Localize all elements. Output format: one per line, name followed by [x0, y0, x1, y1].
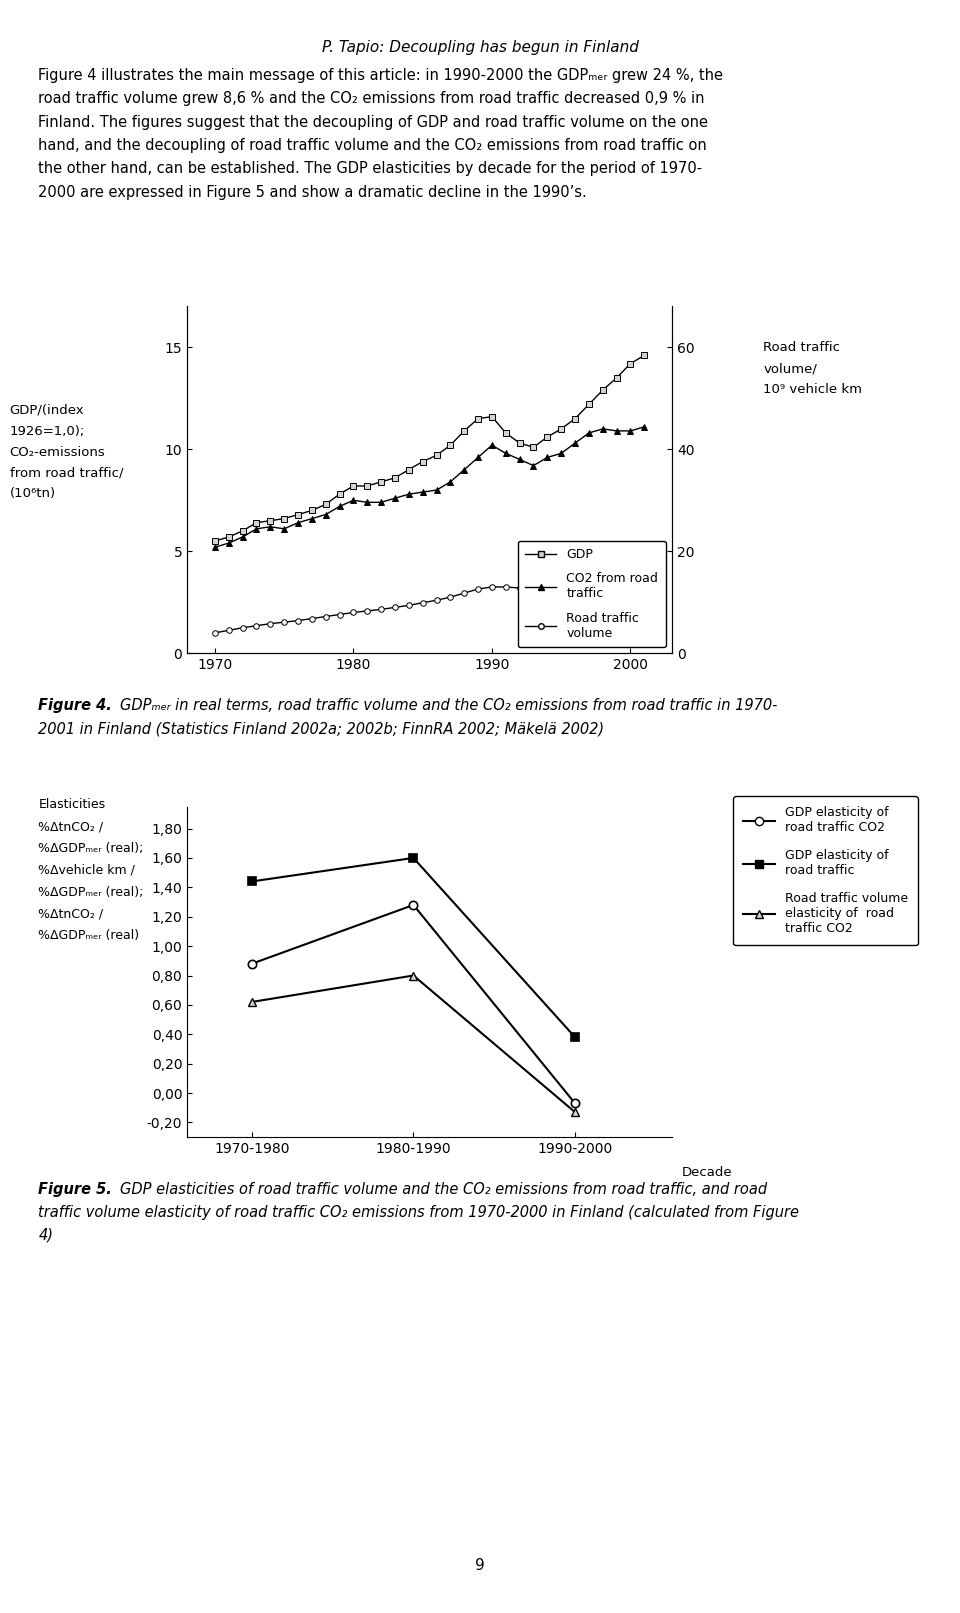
- Text: 4): 4): [38, 1227, 54, 1242]
- Text: GDP elasticities of road traffic volume and the CO₂ emissions from road traffic,: GDP elasticities of road traffic volume …: [120, 1182, 767, 1197]
- Text: Road traffic: Road traffic: [763, 342, 840, 355]
- Text: GDP/(index: GDP/(index: [10, 403, 84, 416]
- Text: P. Tapio: Decoupling has begun in Finland: P. Tapio: Decoupling has begun in Finlan…: [322, 40, 638, 55]
- Text: 2000 are expressed in Figure 5 and show a dramatic decline in the 1990’s.: 2000 are expressed in Figure 5 and show …: [38, 185, 588, 200]
- Text: 10⁹ vehicle km: 10⁹ vehicle km: [763, 384, 862, 397]
- Text: Figure 4.: Figure 4.: [38, 698, 112, 713]
- Text: GDPₘₑᵣ in real terms, road traffic volume and the CO₂ emissions from road traffi: GDPₘₑᵣ in real terms, road traffic volum…: [120, 698, 778, 713]
- Text: traffic volume elasticity of road traffic CO₂ emissions from 1970-2000 in Finlan: traffic volume elasticity of road traffi…: [38, 1205, 800, 1219]
- Text: CO₂-emissions: CO₂-emissions: [10, 445, 106, 458]
- Text: volume/: volume/: [763, 363, 817, 376]
- Text: Finland. The figures suggest that the decoupling of GDP and road traffic volume : Finland. The figures suggest that the de…: [38, 115, 708, 129]
- Text: Elasticities: Elasticities: [38, 798, 106, 811]
- Text: (10⁶tn): (10⁶tn): [10, 487, 56, 500]
- Text: 2001 in Finland (Statistics Finland 2002a; 2002b; FinnRA 2002; Mäkelä 2002): 2001 in Finland (Statistics Finland 2002…: [38, 721, 605, 736]
- Text: the other hand, can be established. The GDP elasticities by decade for the perio: the other hand, can be established. The …: [38, 161, 703, 176]
- Text: %Δvehicle km /: %Δvehicle km /: [38, 865, 135, 877]
- Legend: GDP elasticity of
road traffic CO2, GDP elasticity of
road traffic, Road traffic: GDP elasticity of road traffic CO2, GDP …: [733, 797, 918, 945]
- Legend: GDP, CO2 from road
traffic, Road traffic
volume: GDP, CO2 from road traffic, Road traffic…: [517, 540, 665, 647]
- Text: 1926=1,0);: 1926=1,0);: [10, 424, 84, 437]
- Text: %ΔGDPₘₑᵣ (real): %ΔGDPₘₑᵣ (real): [38, 929, 139, 942]
- Text: 9: 9: [475, 1558, 485, 1573]
- Text: %ΔtnCO₂ /: %ΔtnCO₂ /: [38, 907, 104, 921]
- Text: Figure 4 illustrates the main message of this article: in 1990-2000 the GDPₘₑᵣ g: Figure 4 illustrates the main message of…: [38, 68, 724, 82]
- Text: Figure 5.: Figure 5.: [38, 1182, 112, 1197]
- Text: from road traffic/: from road traffic/: [10, 466, 123, 479]
- Text: road traffic volume grew 8,6 % and the CO₂ emissions from road traffic decreased: road traffic volume grew 8,6 % and the C…: [38, 90, 705, 106]
- Text: hand, and the decoupling of road traffic volume and the CO₂ emissions from road : hand, and the decoupling of road traffic…: [38, 139, 708, 153]
- Text: Decade: Decade: [682, 1166, 732, 1179]
- Text: %ΔGDPₘₑᵣ (real);: %ΔGDPₘₑᵣ (real);: [38, 886, 144, 898]
- Text: %ΔtnCO₂ /: %ΔtnCO₂ /: [38, 821, 104, 834]
- Text: %ΔGDPₘₑᵣ (real);: %ΔGDPₘₑᵣ (real);: [38, 842, 144, 855]
